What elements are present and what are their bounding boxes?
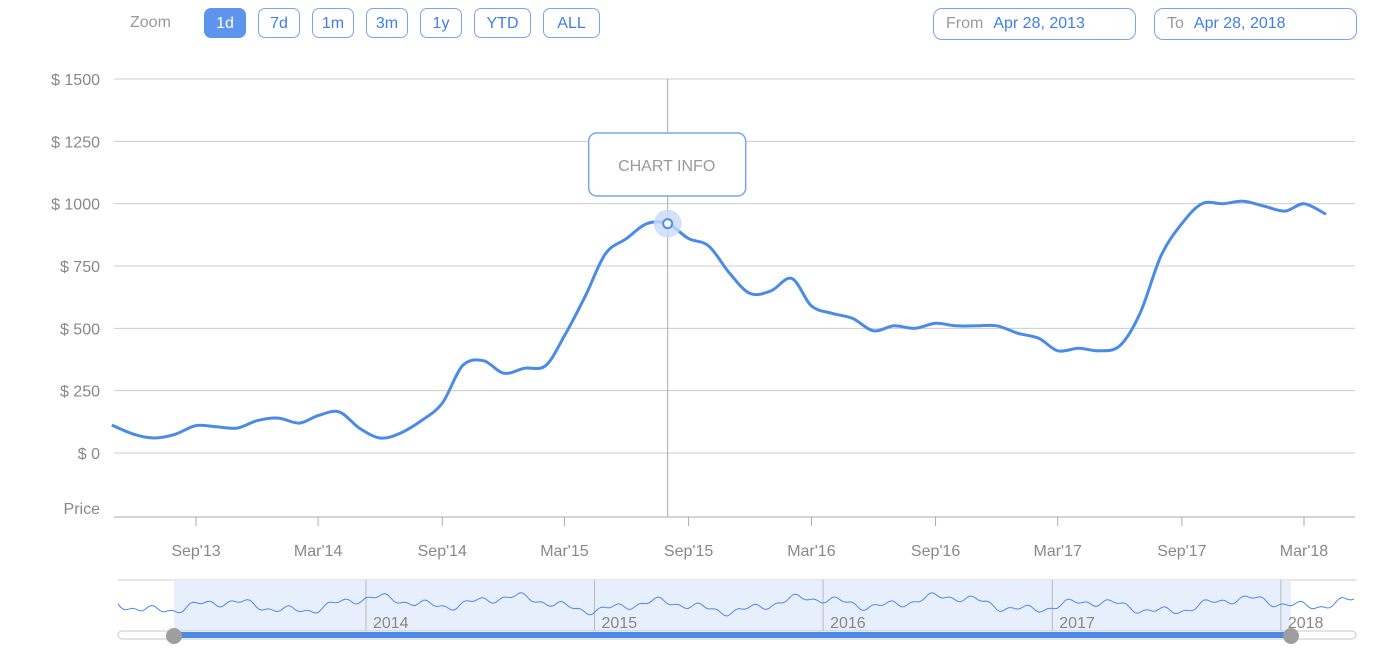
y-tick-label: $ 1000 (51, 197, 100, 214)
x-tick-label: Sep'16 (911, 543, 960, 560)
range-from-label: From (946, 15, 984, 32)
y-tick-label: $ 500 (60, 321, 100, 338)
x-axis-ticks: Sep'13 Mar'14 Sep'14 Mar'15 Sep'15 Mar'16 Sep'… (171, 517, 1328, 560)
zoom-1y-button[interactable]: 1y (420, 8, 462, 38)
y-tick-label: $ 1250 (51, 134, 100, 151)
hover-marker (653, 209, 682, 238)
y-tick-label: $ 250 (60, 384, 100, 401)
range-to-value: Apr 28, 2018 (1193, 15, 1286, 32)
zoom-1m-button[interactable]: 1m (312, 8, 354, 38)
navigator-left-handle[interactable] (166, 628, 182, 644)
x-tick-label: Mar'18 (1280, 543, 1329, 560)
zoom-3m-button[interactable]: 3m (366, 8, 408, 38)
navigator-year-labels: 2014 2015 2016 2017 2018 (373, 615, 1324, 632)
x-tick-label: Sep'15 (664, 543, 713, 560)
x-tick-label: Sep'17 (1157, 543, 1206, 560)
navigator-right-handle[interactable] (1283, 628, 1299, 644)
x-tick-label: Mar'14 (294, 543, 343, 560)
y-axis-ticks: $ 0 $ 250 $ 500 $ 750 $ 1000 $ 1250 $ 1500 (51, 72, 100, 463)
zoom-ytd-button[interactable]: YTD (474, 8, 531, 38)
range-selector-toolbar: Zoom 1d 7d 1m 3m 1y YTD ALL From Apr 28, … (0, 8, 1400, 40)
hover-point (662, 218, 674, 230)
grid-lines (114, 78, 1355, 454)
x-tick-label: Sep'13 (171, 543, 220, 560)
zoom-1d-button[interactable]: 1d (204, 8, 246, 38)
navigator-year-label: 2015 (602, 615, 638, 632)
tooltip-box (587, 132, 747, 197)
x-tick-label: Mar'15 (540, 543, 589, 560)
tooltip: CHART INFO (587, 132, 747, 197)
range-from-input[interactable]: From Apr 28, 2013 (933, 8, 1136, 40)
tooltip-label: CHART INFO (618, 158, 715, 175)
navigator-year-lines (365, 580, 1282, 632)
navigator-year-label: 2014 (373, 615, 409, 632)
navigator-year-label: 2017 (1059, 615, 1095, 632)
navigator-year-label: 2016 (830, 615, 866, 632)
x-tick-label: Mar'16 (787, 543, 836, 560)
navigator-scrollbar-thumb[interactable] (174, 632, 1291, 638)
navigator-series-line (117, 592, 1355, 617)
range-from-value: Apr 28, 2013 (993, 15, 1085, 32)
series-line-price (111, 199, 1327, 440)
x-tick-label: Sep'14 (418, 543, 467, 560)
range-to-input[interactable]: To Apr 28, 2018 (1154, 8, 1357, 40)
navigator-selection[interactable] (174, 580, 1291, 635)
y-axis-label: Price (64, 501, 101, 518)
zoom-7d-button[interactable]: 7d (258, 8, 300, 38)
y-tick-label: $ 0 (78, 446, 100, 463)
zoom-label: Zoom (130, 14, 171, 31)
range-to-label: To (1167, 15, 1184, 32)
y-tick-label: $ 750 (60, 259, 100, 276)
zoom-all-button[interactable]: ALL (543, 8, 600, 38)
y-tick-label: $ 1500 (51, 72, 100, 89)
navigator[interactable]: 2014 2015 2016 2017 2018 (117, 579, 1357, 644)
navigator-year-label: 2018 (1288, 615, 1324, 632)
x-tick-label: Mar'17 (1033, 543, 1082, 560)
